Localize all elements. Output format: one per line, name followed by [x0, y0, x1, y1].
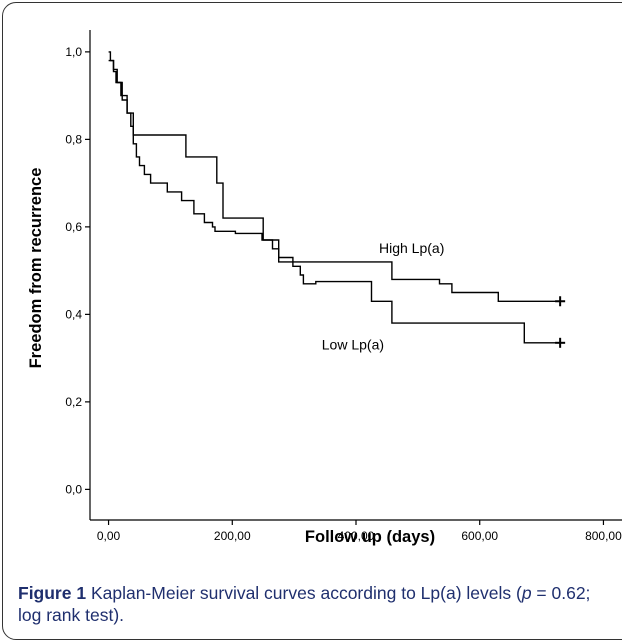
x-tick-label: 200,00 [214, 529, 251, 543]
y-tick-label: 0,6 [65, 220, 82, 234]
series-line-low-lpa [108, 59, 561, 344]
survival-chart: 0,0 0,2 0,4 0,6 0,8 1,0 0,00 200,00 400,00 600,00… [27, 30, 622, 546]
y-tick-label: 0,2 [65, 395, 82, 409]
axes: 0,0 0,2 0,4 0,6 0,8 1,0 0,00 200,00 400,00 600,00… [65, 30, 622, 543]
series-layer [108, 51, 566, 348]
y-tick-label: 1,0 [65, 45, 82, 59]
x-tick-label: 800,00 [585, 529, 622, 543]
series-annotation-high-lpa: High Lp(a) [379, 240, 444, 256]
caption-label: Figure 1 [18, 583, 87, 603]
caption-end: . [119, 605, 125, 625]
series-annotation-low-lpa: Low Lp(a) [322, 336, 384, 352]
y-tick-label: 0,4 [65, 307, 82, 321]
y-axis-label: Freedom from recurrence [27, 168, 45, 369]
series-line-high-lpa [108, 51, 561, 302]
caption-text-1: Kaplan-Meier survival curves according t… [86, 583, 522, 603]
x-tick-label: 400,00 [338, 529, 375, 543]
caption-p-value-symbol: p [521, 583, 532, 603]
figure-caption: Figure 1 Kaplan-Meier survival curves ac… [18, 582, 618, 626]
y-tick-label: 0,8 [65, 132, 82, 146]
x-axis-label: Follow up (days) [305, 528, 435, 546]
x-tick-label: 600,00 [461, 529, 498, 543]
caption-text-2: = 0.62; log rank test) [18, 583, 591, 625]
x-tick-label: 0,00 [97, 529, 121, 543]
labels-layer: High Lp(a) Low Lp(a) [322, 240, 445, 352]
y-tick-label: 0,0 [65, 482, 82, 496]
